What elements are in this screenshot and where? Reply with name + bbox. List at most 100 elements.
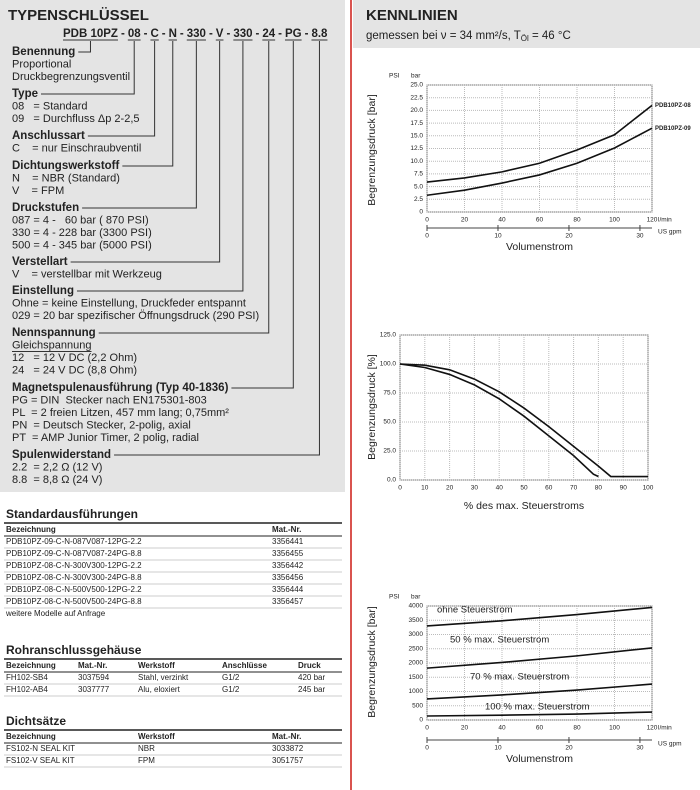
series-line <box>399 363 648 478</box>
code-part: PG <box>285 28 302 40</box>
section-line: PN = Deutsch Stecker, 2-polig, axial <box>12 419 191 431</box>
y-tick-label: 4000 <box>409 603 424 610</box>
x-tick-label: 20 <box>461 725 469 732</box>
column-header: Werkstoff <box>138 732 175 741</box>
y-tick-label: 20.0 <box>410 107 423 114</box>
section-line: PG = DIN Stecker nach EN175301-803 <box>12 394 207 406</box>
subtitle: gemessen bei ν = 34 mm²/s, TÖl = 46 °C <box>366 30 571 43</box>
code-part: 330 <box>233 28 252 40</box>
y-unit: bar <box>411 73 421 80</box>
table-note: weitere Modelle auf Anfrage <box>5 609 106 618</box>
section-header: Druckstufen <box>12 202 79 214</box>
connector <box>87 41 156 137</box>
section-header: Benennung <box>12 46 75 58</box>
subheader: Gleichspannung <box>12 339 92 351</box>
table-cell: 3037594 <box>78 673 110 682</box>
x-tick-label: 100 <box>643 485 654 492</box>
y-tick-label: 500 <box>412 702 423 709</box>
section-line: PT = AMP Junior Timer, 2 polig, radial <box>12 432 199 444</box>
series-line <box>426 647 653 669</box>
y-tick-label: 2500 <box>409 645 424 652</box>
x2-tick-label: 30 <box>636 745 644 752</box>
column-header: Mat.-Nr. <box>272 732 301 741</box>
column-header: Bezeichnung <box>6 525 56 534</box>
code-part: 330 <box>187 28 206 40</box>
connector <box>114 41 320 456</box>
y-tick-label: 0.0 <box>387 477 396 484</box>
section-header: Einstellung <box>12 285 74 297</box>
x-axis-label: Volumenstrom <box>506 753 573 765</box>
column-header: Bezeichnung <box>6 732 56 741</box>
code-part: 24 <box>262 28 275 40</box>
code-part: PDB 10PZ <box>63 28 118 40</box>
x-tick-label: 100 <box>609 217 620 224</box>
x-tick-label: 40 <box>498 725 506 732</box>
x-tick-label: 40 <box>498 217 506 224</box>
table-cell: Stahl, verzinkt <box>138 673 189 682</box>
y-tick-label: 3000 <box>409 631 424 638</box>
connector <box>76 41 244 292</box>
y-tick-label: 25.0 <box>410 82 423 89</box>
section-line: Proportional <box>12 58 71 70</box>
code-separator: - <box>144 28 148 40</box>
y-axis-label: Begrenzungsdruck [%] <box>366 354 378 460</box>
x-axis-label: % des max. Steuerstroms <box>464 500 584 512</box>
table-cell: 3051757 <box>272 756 304 765</box>
table-cell: 420 bar <box>298 673 325 682</box>
code-part: 8.8 <box>311 28 328 40</box>
table-cell: Alu, eloxiert <box>138 685 181 694</box>
table-cell: PDB10PZ-09-C-N-087V087-12PG-2.2 <box>6 537 142 546</box>
table-cell: PDB10PZ-08-C-N-500V500-12PG-2.2 <box>6 585 142 594</box>
section-line: C = nur Einschraubventil <box>12 142 141 154</box>
section-line: 087 = 4 - 60 bar ( 870 PSI) <box>12 214 149 226</box>
x-tick-label: 90 <box>620 485 628 492</box>
x-tick-label: 120 <box>647 217 658 224</box>
connector <box>82 41 197 209</box>
table-cell: 3356444 <box>272 585 304 594</box>
x-tick-label: 120 <box>647 725 658 732</box>
series-line <box>426 711 653 717</box>
section-header: Magnetspulenausführung (Typ 40-1836) <box>12 382 229 394</box>
connector <box>231 41 294 389</box>
table-title: Dichtsätze <box>6 714 66 728</box>
table-cell: 3356456 <box>272 573 304 582</box>
y-tick-label: 15.0 <box>410 133 423 140</box>
y-tick-label: 10.0 <box>410 158 423 165</box>
y-axis-label: Begrenzungsdruck [bar] <box>366 94 378 206</box>
x2-tick-label: 30 <box>636 233 644 240</box>
subtitle-sub: Öl <box>521 34 529 43</box>
table-title: Standardausführungen <box>6 507 138 521</box>
x-tick-label: 20 <box>446 485 454 492</box>
x-tick-label: 100 <box>609 725 620 732</box>
connector <box>98 41 270 334</box>
section-header: Nennspannung <box>12 327 96 339</box>
table-cell: PDB10PZ-09-C-N-087V087-24PG-8.8 <box>6 549 142 558</box>
y-tick-label: 5.0 <box>414 183 423 190</box>
table-cell: 245 bar <box>298 685 325 694</box>
x-tick-label: 60 <box>536 217 544 224</box>
x2-unit: US gpm <box>658 229 681 236</box>
table-cell: 3033872 <box>272 744 304 753</box>
x-tick-label: 80 <box>595 485 603 492</box>
x-unit: l/min <box>658 725 672 732</box>
x2-tick-label: 10 <box>494 745 502 752</box>
y-axis-label: Begrenzungsdruck [bar] <box>366 606 378 718</box>
code-part: C <box>150 28 158 40</box>
y-tick-label: 17.5 <box>410 120 423 127</box>
x-tick-label: 10 <box>421 485 429 492</box>
section-header: Verstellart <box>12 256 68 268</box>
y-tick-label: 2.5 <box>414 196 423 203</box>
x-tick-label: 50 <box>520 485 528 492</box>
x-tick-label: 60 <box>545 485 553 492</box>
table-cell: NBR <box>138 744 155 753</box>
subtitle-suffix: = 46 °C <box>529 30 571 42</box>
x-tick-label: 70 <box>570 485 578 492</box>
x2-tick-label: 0 <box>425 745 429 752</box>
y-tick-label: 0 <box>419 717 423 724</box>
connector <box>122 41 174 167</box>
series-line <box>426 683 653 700</box>
y-unit: PSI <box>389 73 400 80</box>
table-cell: 3037777 <box>78 685 110 694</box>
